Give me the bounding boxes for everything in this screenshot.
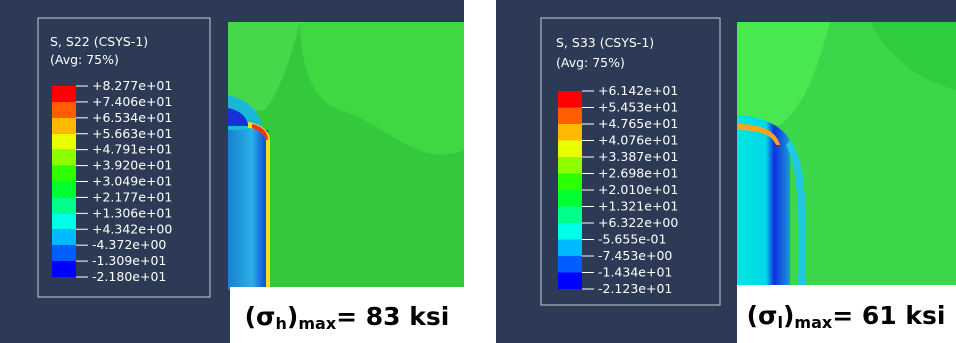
legend-label: +6.534e+01 (92, 110, 172, 125)
legend-label: +2.010e+01 (598, 182, 678, 197)
contour (228, 22, 464, 290)
legend-label: +6.322e+00 (598, 215, 678, 230)
caption-part: max (794, 313, 832, 332)
legend-label: +2.177e+01 (92, 189, 172, 204)
legend-color-band (52, 86, 76, 102)
caption-part: = 61 ksi (832, 301, 945, 330)
legend-color-band (52, 245, 76, 261)
legend-color-band (558, 157, 582, 174)
legend-color-band (52, 182, 76, 198)
legend-color-band (558, 240, 582, 257)
legend-label: -2.180e+01 (92, 269, 166, 284)
legend-color-band (558, 91, 582, 108)
legend-color-band (52, 134, 76, 150)
legend-color-band (558, 273, 582, 290)
legend-label: -4.372e+00 (92, 237, 166, 252)
legend-label: +5.453e+01 (598, 100, 678, 115)
caption-part: (σ (747, 301, 778, 330)
caption-part: ) (783, 301, 794, 330)
legend-label: +4.076e+01 (598, 133, 678, 148)
legend-subtitle: (Avg: 75%) (556, 55, 625, 70)
legend-color-band (558, 141, 582, 158)
figure: S, S22 (CSYS-1) (Avg: 75%) +8.277e+01+7.40… (0, 0, 956, 343)
legend-color-band (558, 207, 582, 224)
legend-color-band (558, 190, 582, 207)
legend-label: +8.277e+01 (92, 78, 172, 93)
legend-color-band (52, 213, 76, 229)
legend-label: +5.663e+01 (92, 126, 172, 141)
legend-label: -2.123e+01 (598, 281, 672, 296)
legend-label: +2.698e+01 (598, 166, 678, 181)
caption-part: = 83 ksi (336, 302, 449, 331)
legend-subtitle: (Avg: 75%) (50, 52, 119, 67)
legend-color-band (52, 261, 76, 277)
legend-color-band (52, 229, 76, 245)
page: S, S22 (CSYS-1) (Avg: 75%) +8.277e+01+7.40… (0, 0, 956, 343)
legend-color-band (52, 118, 76, 134)
legend-color-band (558, 124, 582, 141)
caption: (σl)max= 61 ksi (747, 301, 946, 332)
caption-part: max (298, 314, 336, 333)
legend-color-band (52, 150, 76, 166)
legend-label: -1.434e+01 (598, 265, 672, 280)
legend-color-band (52, 197, 76, 213)
caption-part: h (276, 314, 287, 333)
legend-label: -1.309e+01 (92, 253, 166, 268)
legend-label: +7.406e+01 (92, 94, 172, 109)
legend-label: +3.920e+01 (92, 158, 172, 173)
legend-label: +4.342e+00 (92, 221, 172, 236)
caption-part: (σ (245, 302, 276, 331)
legend-color-band (52, 166, 76, 182)
contour (737, 22, 956, 290)
legend-color-band (558, 108, 582, 125)
legend-title: S, S22 (CSYS-1) (50, 34, 148, 49)
legend-label: +4.791e+01 (92, 142, 172, 157)
legend-color-band (558, 256, 582, 273)
legend-color-band (52, 102, 76, 118)
legend-label: -5.655e-01 (598, 232, 666, 247)
legend-label: +3.049e+01 (92, 174, 172, 189)
legend-label: -7.453e+00 (598, 248, 672, 263)
legend-color-band (558, 223, 582, 240)
caption-part: ) (287, 302, 298, 331)
legend-label: +4.765e+01 (598, 116, 678, 131)
legend-label: +1.321e+01 (598, 199, 678, 214)
caption: (σh)max= 83 ksi (245, 302, 450, 333)
legend-label: +3.387e+01 (598, 149, 678, 164)
legend-title: S, S33 (CSYS-1) (556, 35, 654, 50)
legend-label: +1.306e+01 (92, 205, 172, 220)
legend-label: +6.142e+01 (598, 83, 678, 98)
legend-color-band (558, 174, 582, 191)
